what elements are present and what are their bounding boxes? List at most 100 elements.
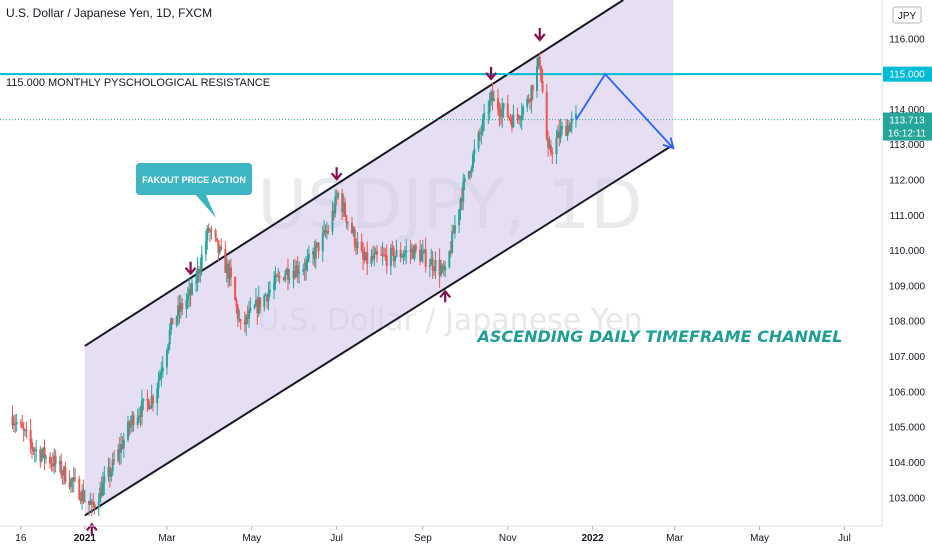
candle-body [370,255,373,264]
candle-body [268,289,271,293]
candle-body [345,215,348,223]
candle-body [142,398,145,401]
candle-body [25,430,28,432]
candle-body [49,456,52,464]
candle-body [60,460,63,475]
candle-body [206,228,209,242]
candle-body [204,241,207,255]
candle-body [149,406,152,410]
candle-body [540,65,543,82]
candle-body [234,277,237,301]
time-axis[interactable]: 16 2021 Mar May Jul Sep Nov 2022 Mar May Jul [15,526,851,544]
candle-body [35,449,38,451]
candle-body [414,245,417,250]
price-axis[interactable]: 103.000 104.000 105.000 106.000 107.000 108.0… [889,34,926,504]
candle-body [146,398,149,401]
price-tick-label: 103.000 [889,493,926,504]
candle-body [224,249,227,273]
candle-body [113,459,116,461]
candle-body [259,297,262,308]
time-tick-label: 16 [15,533,27,544]
candle-body [238,319,241,321]
candle-body [209,230,212,232]
countdown-text: 16:12:11 [888,129,927,140]
candle-body [381,254,384,256]
current-price-text: 113.713 [889,116,925,127]
candle-body [78,478,81,500]
candle-body [306,259,309,263]
candle-body [394,256,397,261]
candle-body [179,303,182,312]
candle-body [512,114,515,128]
time-tick-label: Jul [330,533,343,544]
candle-body [413,245,416,259]
candle-body [569,123,572,132]
resistance-label: 115.000 MONTHLY PYSCHOLOGICAL RESISTANCE [6,77,270,89]
candle-body [53,456,56,467]
candle-body [480,131,483,134]
candle-body [492,98,495,102]
candle-body [22,427,25,431]
candle-body [483,112,486,120]
candle-body [469,171,472,174]
candle-body [463,178,466,182]
candle-body [227,263,230,279]
candle-body [278,276,281,278]
time-tick-label: May [242,533,261,544]
candle-body [245,315,248,325]
candle-body [79,499,82,502]
candle-body [371,255,374,260]
candle-body [488,99,491,113]
candle-body [570,118,573,124]
candle-body [293,270,296,278]
candle-body [24,430,27,432]
candle-body [574,113,577,119]
candle-body [99,487,102,503]
candle-body [15,422,18,424]
candle-body [298,271,301,274]
candle-body [110,471,113,477]
candle-body [51,463,54,467]
candle-body [150,396,153,407]
candle-body [218,246,221,253]
candle-body [412,248,415,259]
candle-body [152,396,155,404]
channel-lower-line[interactable] [84,143,674,517]
candle-body [181,303,184,310]
projection-path[interactable] [575,72,674,149]
currency-box[interactable] [892,6,922,24]
candle-body [331,210,334,232]
candle-body [420,253,423,262]
candle-body [442,265,445,271]
candle-body [131,415,134,423]
channel-upper-line[interactable] [84,0,624,347]
candle-body [249,308,252,311]
candle-body [248,310,251,319]
candle-body [122,439,125,449]
candle-body [324,230,327,234]
candle-body [567,126,570,132]
candle-body [82,490,85,502]
candle-body [257,297,260,314]
candle-body [399,249,402,258]
chart-title: U.S. Dollar / Japanese Yen, 1D, FXCM [6,6,212,20]
price-tick-label: 114.000 [889,105,925,116]
candle-body [380,254,383,256]
candle-body [171,318,174,325]
fakeout-callout[interactable]: FAKOUT PRICE ACTION [136,163,252,218]
candle-body [277,276,280,278]
candle-body [376,251,379,255]
candle-body [517,115,520,120]
candle-body [19,422,22,424]
candle-body [103,476,106,483]
candle-body [120,444,123,453]
candle-body [441,265,444,269]
candle-body [92,501,95,505]
candle-body [267,292,270,302]
candle-body [535,66,538,91]
candle-body [353,229,356,246]
candle-body [477,132,480,149]
candle-body [107,467,110,477]
